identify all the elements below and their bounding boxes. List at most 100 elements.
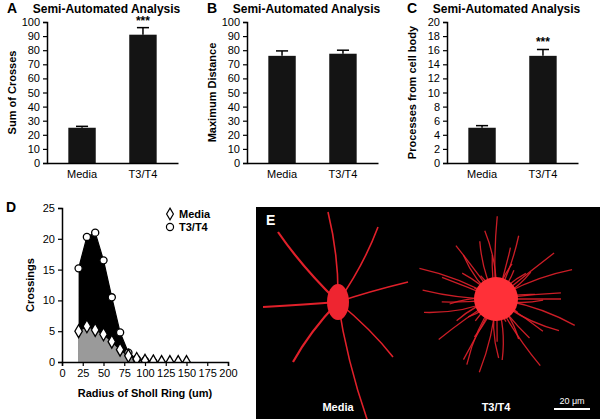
legend-marker xyxy=(167,208,174,220)
y-axis: 0102030405060708090100 xyxy=(22,16,48,169)
y-tick-label: 10 xyxy=(43,294,55,306)
y-tick: 25 xyxy=(43,202,62,214)
error-bar-stem xyxy=(542,49,544,55)
y-tick: 80 xyxy=(228,44,247,56)
y-axis-line xyxy=(443,23,448,164)
y-tick: 10 xyxy=(228,143,247,155)
y-axis: 0510152025 xyxy=(43,202,63,368)
y-axis: 02468101214161820 xyxy=(428,16,448,169)
y-tick-label: 100 xyxy=(22,16,40,28)
x-axis-line xyxy=(63,363,229,367)
marker xyxy=(108,335,115,348)
y-tick: 0 xyxy=(234,157,247,169)
x-tick-label: 100 xyxy=(136,367,154,379)
plot-area xyxy=(268,50,356,163)
x-tick-mark xyxy=(166,362,167,366)
x-axis-line xyxy=(448,163,579,165)
x-axis: 0255075100125150175200 xyxy=(59,362,237,379)
panel-letter: A xyxy=(7,0,17,16)
legend-item: Media xyxy=(167,208,211,220)
x-axis-line xyxy=(248,163,379,165)
y-tick: 40 xyxy=(28,101,47,113)
x-tick: 175 xyxy=(199,362,217,379)
x-tick: 50 xyxy=(98,362,110,379)
y-axis-line xyxy=(43,23,48,164)
y-tick-label: 80 xyxy=(28,44,40,56)
y-tick-label: 40 xyxy=(28,101,40,113)
x-tick-mark xyxy=(103,362,104,366)
x-axis-line xyxy=(48,163,179,165)
y-tick-label: 70 xyxy=(28,58,40,70)
y-tick: 10 xyxy=(43,294,62,306)
image-label: Media xyxy=(322,401,354,413)
y-tick-mark xyxy=(58,239,62,240)
marker xyxy=(83,233,90,240)
y-tick-mark xyxy=(243,135,247,136)
error-bar xyxy=(537,49,549,55)
legend-label: T3/T4 xyxy=(179,221,209,233)
x-tick-mark xyxy=(207,362,208,366)
y-tick-label: 50 xyxy=(28,87,40,99)
y-tick-mark xyxy=(243,78,247,79)
x-tick-label: 50 xyxy=(98,367,110,379)
y-tick-mark xyxy=(58,208,62,209)
y-tick-mark xyxy=(443,22,447,23)
cell-body xyxy=(474,277,518,321)
y-axis-title: Sum of Crosses xyxy=(6,51,18,135)
y-tick-label: 10 xyxy=(428,87,440,99)
panel-letter: C xyxy=(407,0,417,16)
x-tick-label: 125 xyxy=(157,367,175,379)
title: Semi-Automated Analysis xyxy=(33,2,181,16)
bar xyxy=(68,128,95,163)
y-tick: 70 xyxy=(28,58,47,70)
x-tick-mark xyxy=(62,362,63,366)
y-tick: 60 xyxy=(228,72,247,84)
y-tick-label: 15 xyxy=(43,264,55,276)
marker xyxy=(166,356,173,362)
y-tick: 20 xyxy=(428,16,447,28)
error-bar xyxy=(337,50,349,54)
y-tick-label: 18 xyxy=(428,30,440,42)
marker xyxy=(141,354,148,362)
y-tick: 60 xyxy=(28,72,47,84)
bar xyxy=(129,35,156,163)
y-tick-label: 60 xyxy=(228,72,240,84)
y-tick: 0 xyxy=(34,157,47,169)
y-tick-mark xyxy=(443,50,447,51)
marker xyxy=(100,257,107,264)
y-tick-label: 100 xyxy=(222,16,240,28)
y-tick-label: 80 xyxy=(228,44,240,56)
marker xyxy=(75,325,82,338)
y-tick-label: 30 xyxy=(228,115,240,127)
panel-c: 02468101214161820MediaT3/T4***CSemi-Auto… xyxy=(406,0,581,180)
y-tick-mark xyxy=(43,78,47,79)
x-tick: Media xyxy=(467,163,498,180)
y-tick-mark xyxy=(58,331,62,332)
y-tick-label: 50 xyxy=(228,87,240,99)
y-tick: 14 xyxy=(428,58,447,70)
y-tick: 20 xyxy=(228,129,247,141)
y-tick: 15 xyxy=(43,264,62,276)
legend-item: T3/T4 xyxy=(166,221,208,233)
plot-area xyxy=(75,229,190,362)
y-tick: 90 xyxy=(28,30,47,42)
y-tick: 30 xyxy=(28,115,47,127)
x-tick-mark xyxy=(145,362,146,366)
y-axis-title: Maximum Distance xyxy=(206,43,218,143)
cell-body xyxy=(327,284,349,320)
scale-bar xyxy=(554,408,590,410)
y-tick-mark xyxy=(243,92,247,93)
y-tick-label: 40 xyxy=(228,101,240,113)
x-tick-mark xyxy=(228,362,229,366)
y-tick-mark xyxy=(243,106,247,107)
x-tick: T3/T4 xyxy=(529,163,558,180)
error-bar xyxy=(276,51,288,56)
y-tick-label: 0 xyxy=(434,157,440,169)
x-tick: Media xyxy=(267,163,298,180)
y-tick-mark xyxy=(443,106,447,107)
marker xyxy=(150,355,157,362)
legend-label: Media xyxy=(179,208,211,220)
x-tick: 25 xyxy=(77,362,89,379)
marker xyxy=(133,352,140,362)
y-tick-mark xyxy=(43,64,47,65)
